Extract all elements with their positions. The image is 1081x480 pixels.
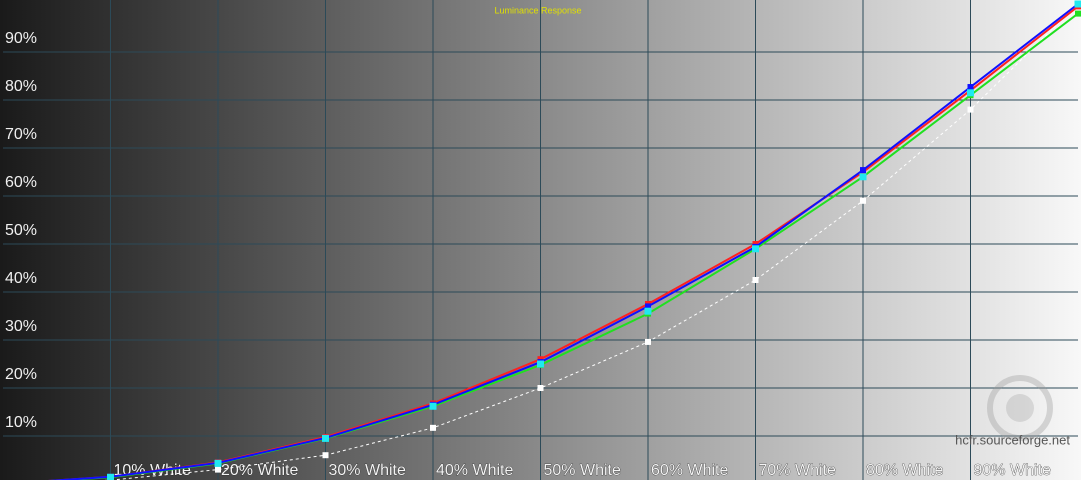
- y-tick-label: 90%: [5, 30, 37, 47]
- y-tick-label: 50%: [5, 222, 37, 239]
- series-point: [752, 277, 759, 283]
- series-point: [537, 385, 544, 391]
- y-tick-label: 10%: [5, 414, 37, 431]
- series-point: [645, 303, 651, 310]
- chart-title: Luminance Response: [494, 5, 581, 15]
- y-tick-label: 60%: [5, 174, 37, 191]
- series-point: [967, 106, 974, 113]
- luminance-marker: [644, 307, 652, 315]
- luminance-marker: [752, 245, 759, 253]
- series-point: [215, 466, 221, 473]
- series-point: [860, 197, 866, 204]
- x-tick-label: 50% White: [544, 462, 621, 479]
- luminance-marker: [1074, 0, 1081, 8]
- series-point: [322, 452, 329, 459]
- y-tick-label: 20%: [5, 366, 37, 383]
- watermark: hcfr.sourceforge.net: [955, 432, 1070, 447]
- y-tick-label: 80%: [5, 78, 37, 95]
- x-tick-label: 30% White: [329, 462, 406, 479]
- series-point: [860, 167, 866, 174]
- x-tick-label: 80% White: [866, 462, 943, 479]
- luminance-marker: [859, 173, 867, 181]
- series-point: [430, 424, 436, 431]
- y-tick-label: 40%: [5, 270, 37, 287]
- luminance-marker: [107, 473, 114, 480]
- luminance-marker: [214, 459, 222, 467]
- luminance-marker: [322, 434, 329, 442]
- series-point: [1075, 10, 1081, 17]
- x-tick-label: 40% White: [436, 462, 513, 479]
- y-tick-label: 70%: [5, 126, 37, 143]
- series-point: [967, 84, 974, 91]
- x-tick-label: 90% White: [974, 462, 1051, 479]
- y-tick-label: 30%: [5, 318, 37, 335]
- x-tick-label: 20% White: [221, 462, 298, 479]
- logo: [987, 375, 1053, 441]
- x-tick-label: 60% White: [651, 462, 728, 479]
- luminance-marker: [967, 89, 974, 97]
- series-point: [645, 338, 651, 345]
- x-tick-label: 70% White: [759, 462, 836, 479]
- luminance-marker: [537, 360, 544, 368]
- luminance-marker: [429, 402, 437, 410]
